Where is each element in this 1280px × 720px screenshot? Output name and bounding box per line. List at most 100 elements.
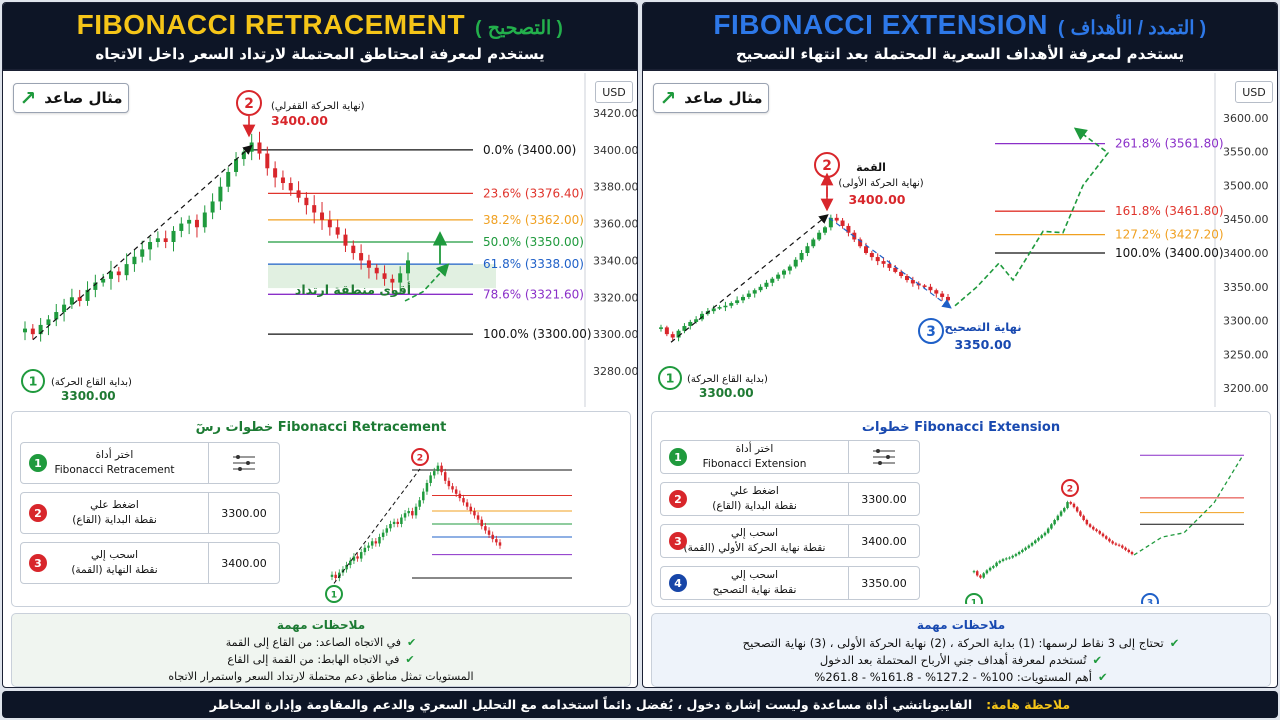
mini-candle: [992, 566, 995, 568]
candle: [823, 227, 827, 233]
candle: [782, 270, 786, 275]
candle: [717, 307, 722, 309]
candle: [946, 296, 950, 301]
step-line2: Fibonacci Retracement: [54, 464, 175, 476]
fib-level-label: 61.8% (3338.00): [483, 257, 584, 271]
candle: [752, 290, 757, 294]
candle: [108, 271, 113, 279]
mini-candle: [476, 515, 480, 520]
currency-label[interactable]: USD: [595, 81, 633, 103]
y-tick-label: 3350.00: [1223, 281, 1269, 294]
mini-projection: [1133, 456, 1243, 556]
mini-candle: [407, 511, 410, 514]
fib-level-label: 78.6% (3321.60): [483, 287, 584, 301]
retracement-chart[interactable]: 3420.00 3400.00 3380.00 3360.00 3340.00 3320.…: [3, 73, 638, 407]
step-number-badge: 1: [29, 454, 47, 472]
mini-candle: [396, 521, 399, 524]
step-label: 2 اضغط علي نقطة البداية (القاع): [661, 483, 849, 515]
step-row[interactable]: 2 اضغط علي نقطة البداية (القاع) 3300.00: [20, 492, 280, 534]
fib-level-label: 100.0% (3300.00): [483, 327, 592, 341]
step-row[interactable]: 1 اختر أداة Fibonacci Extension: [660, 440, 920, 474]
step-label: 3 اسحب إلي نقطة النهاية (القمة): [21, 543, 209, 583]
currency-label[interactable]: USD: [1235, 81, 1273, 103]
extension-chart[interactable]: 3600.00 3550.00 3500.00 3450.00 3400.00 3350.…: [643, 73, 1277, 407]
mini-candle: [389, 524, 392, 529]
step-row[interactable]: 3 اسحب إلي نقطة النهاية (القمة) 3400.00: [20, 542, 280, 584]
step-line2: نقطة البداية (القاع): [72, 514, 157, 526]
step-row[interactable]: 4 اسحب إلي نقطة نهاية التصحيح 3350.00: [660, 566, 920, 600]
candle: [659, 327, 663, 329]
candle: [776, 274, 781, 279]
candle: [817, 232, 822, 240]
mini-candle: [1079, 511, 1082, 516]
mini-candle: [1040, 535, 1043, 538]
candle: [723, 305, 728, 308]
candle: [194, 219, 199, 228]
step-row[interactable]: 1 اختر أداة Fibonacci Retracement: [20, 442, 280, 484]
step-line2: نقطة نهاية التصحيح: [712, 584, 797, 596]
mini-candle: [1072, 503, 1076, 508]
point-2-title: القمة: [856, 161, 886, 174]
point-1-marker: [21, 369, 45, 393]
mini-candle: [1008, 557, 1011, 559]
mini-candle: [1050, 524, 1053, 529]
candle: [218, 186, 223, 202]
check-icon: ✔: [1092, 653, 1103, 667]
candle: [155, 238, 160, 242]
mini-point-2: [411, 448, 429, 466]
y-tick-label: 3600.00: [1223, 112, 1269, 125]
retracement-header: FIBONACCI RETRACEMENT ( التصحيح ) يستخدم …: [3, 3, 637, 71]
candle: [148, 242, 153, 250]
step-line1: اسحب إلي: [730, 527, 778, 539]
mini-candle: [495, 539, 498, 543]
mini-candle: [418, 500, 421, 507]
step-line1: اختر أداة: [95, 449, 134, 461]
mini-candle: [1082, 515, 1085, 520]
step-label: 3 اسحب إلي نقطة نهاية الحركة الأولي (القمة…: [661, 525, 849, 557]
mini-candle: [1059, 511, 1063, 516]
mini-candle: [491, 534, 494, 540]
candle: [124, 264, 129, 276]
step-value: 3400.00: [861, 534, 907, 548]
point-3-marker-label: 3: [926, 324, 936, 340]
candle: [711, 308, 716, 312]
note-item: ✔في الاتجاه الهابط: من القمة إلى القاع: [227, 653, 415, 666]
extension-mini-chart: 1 2 3: [965, 454, 1244, 604]
extension-notes: ملاحظات مهمة ✔تحتاج إلى 3 نقاط لرسمها: (…: [651, 613, 1271, 687]
uptrend-badge: ↗ مثال صاعد: [13, 83, 129, 113]
step-row[interactable]: 2 اضغط علي نقطة البداية (القاع) 3300.00: [660, 482, 920, 516]
candle: [366, 260, 371, 268]
candle: [864, 246, 868, 253]
y-tick-label: 3360.00: [593, 218, 638, 231]
point-1-price: 3300.00: [61, 389, 116, 403]
mini-candle: [1014, 554, 1018, 556]
point-1-marker-label: 1: [29, 374, 38, 389]
candle: [187, 219, 192, 224]
mini-candle: [429, 475, 432, 483]
y-tick-label: 3340.00: [593, 254, 638, 267]
retracement-description: يستخدم لمعرفة امحتاطق المحتملة لارتداد ا…: [95, 45, 545, 63]
y-tick-label: 3280.00: [593, 365, 638, 378]
mini-candle: [447, 480, 451, 487]
mini-candle: [1075, 507, 1079, 512]
step-row[interactable]: 3 اسحب إلي نقطة نهاية الحركة الأولي (القمة…: [660, 524, 920, 558]
step-label: 2 اضغط علي نقطة البداية (القاع): [21, 493, 209, 533]
mini-candle: [1037, 537, 1040, 541]
candle: [382, 273, 387, 279]
step-value: 3300.00: [861, 492, 907, 506]
zone-label: أقوى منطقة ارتداد: [295, 281, 411, 297]
point-1-marker-label: 1: [666, 371, 675, 386]
mini-candle: [1111, 541, 1114, 544]
extension-title-text: FIBONACCI EXTENSION: [713, 9, 1049, 40]
step-number-badge: 4: [669, 574, 687, 592]
candle: [54, 312, 59, 320]
note-item: ✔تُستخدم لمعرفة أهداف جني الأرباح المحتم…: [819, 653, 1103, 667]
candle: [30, 328, 35, 335]
mini-point-1: [325, 585, 343, 603]
candle: [899, 271, 904, 276]
mini-candle: [1098, 531, 1102, 534]
candle: [351, 245, 356, 254]
candle: [922, 285, 927, 287]
candle: [304, 197, 309, 206]
mini-candle: [1124, 547, 1127, 550]
